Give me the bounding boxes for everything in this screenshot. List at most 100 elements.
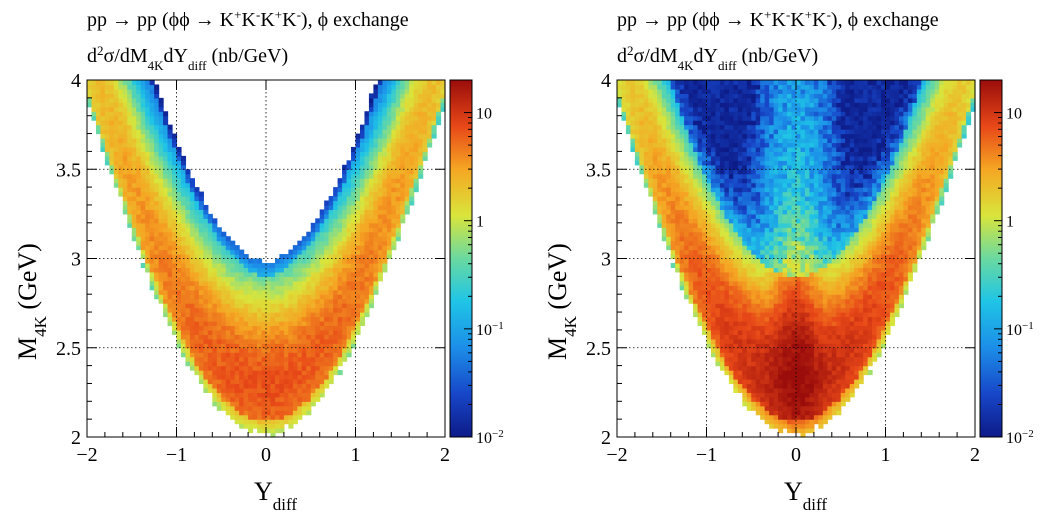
heatmap-cell [239,347,245,353]
heatmap-cell [351,254,357,260]
heatmap-cell [724,129,730,135]
heatmap-cell [400,178,406,184]
heatmap-cell [203,370,209,376]
heatmap-cell [359,209,366,215]
heatmap-cell [719,146,725,152]
heatmap-cell [728,303,734,309]
heatmap-cell [351,200,357,206]
heatmap-cell [737,106,743,112]
heatmap-cell [252,280,258,286]
heatmap-cell [225,271,231,277]
heatmap-cell [755,361,761,367]
heatmap-cell [755,405,761,411]
heatmap-cell [194,231,200,237]
heatmap-cell [702,124,708,130]
heatmap-cell [301,401,307,407]
heatmap-cell [386,155,392,161]
heatmap-cell [248,365,254,371]
heatmap-cell [274,396,281,402]
heatmap-cell [693,245,699,251]
heatmap-cell [355,267,361,273]
heatmap-cell [368,254,374,260]
heatmap-cell [163,271,169,277]
heatmap-cell [395,200,401,206]
heatmap-cell [728,271,734,277]
heatmap-cell [359,258,366,264]
heatmap-cell [693,231,699,237]
heatmap-cell [715,213,721,219]
heatmap-cell [149,138,155,144]
heatmap-cell [207,325,213,331]
heatmap-cell [136,111,142,117]
heatmap-cell [337,352,343,358]
heatmap-cell [310,245,316,251]
heatmap-cell [163,213,169,219]
heatmap-cell [149,151,155,157]
heatmap-cell [670,245,676,251]
heatmap-cell [764,231,770,237]
heatmap-cell [315,312,321,318]
heatmap-cell [666,142,672,148]
heatmap-cell [755,213,761,219]
heatmap-cell [751,213,757,219]
heatmap-cell [337,191,343,197]
heatmap-cell [643,138,649,144]
heatmap-cell [702,209,708,215]
heatmap-cell [301,405,307,411]
heatmap-cell [189,191,195,197]
heatmap-cell [131,227,137,233]
heatmap-cell [409,111,415,117]
heatmap-cell [639,97,645,103]
heatmap-cell [301,347,307,353]
heatmap-cell [221,334,227,340]
heatmap-cell [760,276,766,282]
heatmap-cell [185,245,191,251]
heatmap-cell [742,80,748,86]
heatmap-cell [787,370,793,376]
heatmap-cell [140,102,146,108]
heatmap-cell [386,129,392,135]
heatmap-cell [198,298,204,304]
heatmap-cell [773,213,779,219]
heatmap-cell [145,200,151,206]
heatmap-cell [693,106,699,112]
heatmap-cell [413,151,419,157]
heatmap-cell [180,262,187,269]
heatmap-cell [400,182,406,188]
heatmap-cell [257,396,263,402]
heatmap-cell [769,392,775,398]
heatmap-cell [167,164,173,170]
heatmap-cell [319,338,325,344]
heatmap-cell [239,276,245,282]
heatmap-cell [239,396,245,402]
heatmap-cell [167,169,173,175]
heatmap-cell [773,254,779,260]
heatmap-cell [158,160,164,166]
heatmap-cell [118,133,124,139]
heatmap-cell [216,329,222,335]
heatmap-cell [733,280,739,286]
heatmap-cell [359,222,366,228]
heatmap-cell [787,343,793,349]
heatmap-cell [136,155,142,161]
heatmap-cell [697,236,703,242]
heatmap-cell [697,320,703,327]
heatmap-cell [746,356,752,362]
heatmap-cell [185,249,191,255]
heatmap-cell [252,370,258,376]
heatmap-cell [648,191,654,197]
heatmap-cell [778,151,784,157]
heatmap-cell [778,93,784,99]
heatmap-cell [733,173,739,179]
heatmap-cell [386,97,392,103]
heatmap-cell [679,120,685,126]
heatmap-cell [221,307,227,313]
heatmap-cell [319,276,325,282]
heatmap-cell [782,267,788,273]
heatmap-cell [158,155,164,161]
heatmap-cell [225,387,231,393]
heatmap-cell [724,254,730,260]
heatmap-cell [670,102,676,108]
heatmap-cell [746,316,752,322]
heatmap-cell [212,352,218,358]
